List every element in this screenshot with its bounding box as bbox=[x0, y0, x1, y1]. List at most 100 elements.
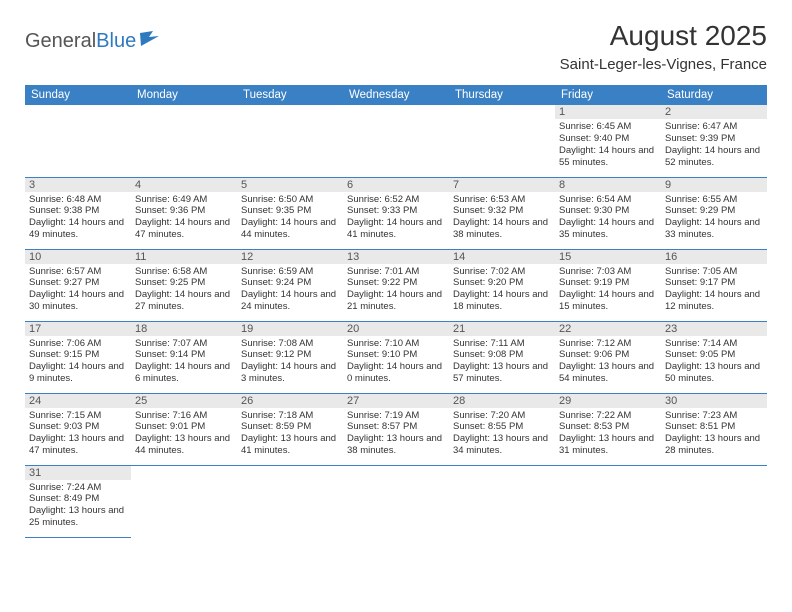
day-number: 19 bbox=[237, 322, 343, 336]
day-number: 26 bbox=[237, 394, 343, 408]
daylight-line: Daylight: 14 hours and 38 minutes. bbox=[453, 217, 551, 241]
daylight-line: Daylight: 13 hours and 41 minutes. bbox=[241, 433, 339, 457]
sunset-line: Sunset: 9:12 PM bbox=[241, 349, 339, 361]
calendar-cell: 16Sunrise: 7:05 AMSunset: 9:17 PMDayligh… bbox=[661, 249, 767, 321]
daylight-line: Daylight: 14 hours and 52 minutes. bbox=[665, 145, 763, 169]
sunrise-line: Sunrise: 6:55 AM bbox=[665, 194, 763, 206]
daylight-line: Daylight: 13 hours and 50 minutes. bbox=[665, 361, 763, 385]
calendar-table: SundayMondayTuesdayWednesdayThursdayFrid… bbox=[25, 85, 767, 538]
calendar-cell: 4Sunrise: 6:49 AMSunset: 9:36 PMDaylight… bbox=[131, 177, 237, 249]
sunset-line: Sunset: 8:59 PM bbox=[241, 421, 339, 433]
sunset-line: Sunset: 9:19 PM bbox=[559, 277, 657, 289]
sunrise-line: Sunrise: 6:53 AM bbox=[453, 194, 551, 206]
daylight-line: Daylight: 14 hours and 30 minutes. bbox=[29, 289, 127, 313]
calendar-cell: 24Sunrise: 7:15 AMSunset: 9:03 PMDayligh… bbox=[25, 393, 131, 465]
sunset-line: Sunset: 9:15 PM bbox=[29, 349, 127, 361]
day-number: 6 bbox=[343, 178, 449, 192]
day-number: 27 bbox=[343, 394, 449, 408]
day-number: 8 bbox=[555, 178, 661, 192]
sunrise-line: Sunrise: 7:14 AM bbox=[665, 338, 763, 350]
calendar-cell-empty bbox=[343, 105, 449, 177]
sunset-line: Sunset: 9:27 PM bbox=[29, 277, 127, 289]
logo-text-blue: Blue bbox=[96, 30, 136, 53]
daylight-line: Daylight: 14 hours and 12 minutes. bbox=[665, 289, 763, 313]
sunrise-line: Sunrise: 6:57 AM bbox=[29, 266, 127, 278]
day-number: 4 bbox=[131, 178, 237, 192]
calendar-cell-empty bbox=[237, 465, 343, 537]
day-details: Sunrise: 6:48 AMSunset: 9:38 PMDaylight:… bbox=[25, 192, 131, 246]
sunset-line: Sunset: 9:29 PM bbox=[665, 205, 763, 217]
day-number: 25 bbox=[131, 394, 237, 408]
sunset-line: Sunset: 9:32 PM bbox=[453, 205, 551, 217]
day-details: Sunrise: 6:57 AMSunset: 9:27 PMDaylight:… bbox=[25, 264, 131, 318]
sunrise-line: Sunrise: 7:20 AM bbox=[453, 410, 551, 422]
day-details: Sunrise: 7:10 AMSunset: 9:10 PMDaylight:… bbox=[343, 336, 449, 390]
calendar-cell-empty bbox=[343, 465, 449, 537]
day-details: Sunrise: 6:55 AMSunset: 9:29 PMDaylight:… bbox=[661, 192, 767, 246]
calendar-cell: 22Sunrise: 7:12 AMSunset: 9:06 PMDayligh… bbox=[555, 321, 661, 393]
sunset-line: Sunset: 9:05 PM bbox=[665, 349, 763, 361]
sunrise-line: Sunrise: 7:10 AM bbox=[347, 338, 445, 350]
daylight-line: Daylight: 14 hours and 55 minutes. bbox=[559, 145, 657, 169]
day-number: 14 bbox=[449, 250, 555, 264]
sunrise-line: Sunrise: 7:11 AM bbox=[453, 338, 551, 350]
sunrise-line: Sunrise: 7:07 AM bbox=[135, 338, 233, 350]
flag-icon bbox=[139, 30, 161, 53]
sunset-line: Sunset: 9:36 PM bbox=[135, 205, 233, 217]
calendar-week: 31Sunrise: 7:24 AMSunset: 8:49 PMDayligh… bbox=[25, 465, 767, 537]
day-details: Sunrise: 6:49 AMSunset: 9:36 PMDaylight:… bbox=[131, 192, 237, 246]
calendar-week: 10Sunrise: 6:57 AMSunset: 9:27 PMDayligh… bbox=[25, 249, 767, 321]
day-details: Sunrise: 7:05 AMSunset: 9:17 PMDaylight:… bbox=[661, 264, 767, 318]
calendar-cell: 13Sunrise: 7:01 AMSunset: 9:22 PMDayligh… bbox=[343, 249, 449, 321]
sunset-line: Sunset: 8:53 PM bbox=[559, 421, 657, 433]
day-number: 13 bbox=[343, 250, 449, 264]
calendar-cell: 29Sunrise: 7:22 AMSunset: 8:53 PMDayligh… bbox=[555, 393, 661, 465]
calendar-cell: 8Sunrise: 6:54 AMSunset: 9:30 PMDaylight… bbox=[555, 177, 661, 249]
logo-text-gray: General bbox=[25, 30, 96, 53]
day-number: 31 bbox=[25, 466, 131, 480]
day-number: 15 bbox=[555, 250, 661, 264]
day-details: Sunrise: 6:50 AMSunset: 9:35 PMDaylight:… bbox=[237, 192, 343, 246]
sunrise-line: Sunrise: 6:48 AM bbox=[29, 194, 127, 206]
daylight-line: Daylight: 14 hours and 47 minutes. bbox=[135, 217, 233, 241]
sunset-line: Sunset: 9:17 PM bbox=[665, 277, 763, 289]
calendar-week: 24Sunrise: 7:15 AMSunset: 9:03 PMDayligh… bbox=[25, 393, 767, 465]
daylight-line: Daylight: 14 hours and 41 minutes. bbox=[347, 217, 445, 241]
sunrise-line: Sunrise: 7:01 AM bbox=[347, 266, 445, 278]
sunset-line: Sunset: 9:08 PM bbox=[453, 349, 551, 361]
day-details: Sunrise: 7:16 AMSunset: 9:01 PMDaylight:… bbox=[131, 408, 237, 462]
sunrise-line: Sunrise: 7:22 AM bbox=[559, 410, 657, 422]
day-details: Sunrise: 6:53 AMSunset: 9:32 PMDaylight:… bbox=[449, 192, 555, 246]
day-number: 28 bbox=[449, 394, 555, 408]
sunset-line: Sunset: 9:33 PM bbox=[347, 205, 445, 217]
daylight-line: Daylight: 13 hours and 28 minutes. bbox=[665, 433, 763, 457]
sunrise-line: Sunrise: 7:15 AM bbox=[29, 410, 127, 422]
daylight-line: Daylight: 13 hours and 25 minutes. bbox=[29, 505, 127, 529]
calendar-cell: 18Sunrise: 7:07 AMSunset: 9:14 PMDayligh… bbox=[131, 321, 237, 393]
day-details: Sunrise: 7:01 AMSunset: 9:22 PMDaylight:… bbox=[343, 264, 449, 318]
calendar-cell-empty bbox=[449, 465, 555, 537]
day-details: Sunrise: 7:24 AMSunset: 8:49 PMDaylight:… bbox=[25, 480, 131, 534]
day-header: Wednesday bbox=[343, 85, 449, 105]
day-number: 7 bbox=[449, 178, 555, 192]
sunset-line: Sunset: 9:39 PM bbox=[665, 133, 763, 145]
calendar-week: 17Sunrise: 7:06 AMSunset: 9:15 PMDayligh… bbox=[25, 321, 767, 393]
calendar-cell: 27Sunrise: 7:19 AMSunset: 8:57 PMDayligh… bbox=[343, 393, 449, 465]
calendar-cell: 5Sunrise: 6:50 AMSunset: 9:35 PMDaylight… bbox=[237, 177, 343, 249]
calendar-cell: 15Sunrise: 7:03 AMSunset: 9:19 PMDayligh… bbox=[555, 249, 661, 321]
day-number: 24 bbox=[25, 394, 131, 408]
day-details: Sunrise: 7:03 AMSunset: 9:19 PMDaylight:… bbox=[555, 264, 661, 318]
day-details: Sunrise: 7:02 AMSunset: 9:20 PMDaylight:… bbox=[449, 264, 555, 318]
sunset-line: Sunset: 8:49 PM bbox=[29, 493, 127, 505]
daylight-line: Daylight: 13 hours and 44 minutes. bbox=[135, 433, 233, 457]
calendar-cell-empty bbox=[449, 105, 555, 177]
calendar-cell: 21Sunrise: 7:11 AMSunset: 9:08 PMDayligh… bbox=[449, 321, 555, 393]
daylight-line: Daylight: 13 hours and 38 minutes. bbox=[347, 433, 445, 457]
daylight-line: Daylight: 14 hours and 3 minutes. bbox=[241, 361, 339, 385]
day-header: Monday bbox=[131, 85, 237, 105]
sunset-line: Sunset: 9:40 PM bbox=[559, 133, 657, 145]
day-details: Sunrise: 7:22 AMSunset: 8:53 PMDaylight:… bbox=[555, 408, 661, 462]
calendar-cell: 14Sunrise: 7:02 AMSunset: 9:20 PMDayligh… bbox=[449, 249, 555, 321]
location: Saint-Leger-les-Vignes, France bbox=[560, 56, 767, 73]
sunrise-line: Sunrise: 6:52 AM bbox=[347, 194, 445, 206]
